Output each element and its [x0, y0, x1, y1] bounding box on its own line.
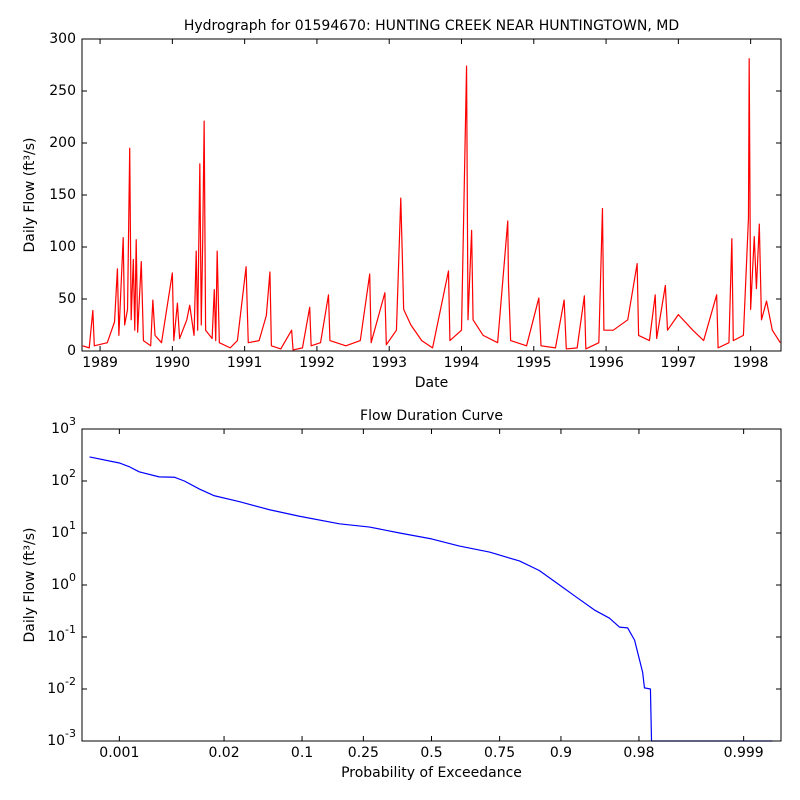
x-tick-label: 1998	[733, 355, 769, 371]
x-tick-label: 0.98	[623, 745, 654, 761]
y-tick-label: 50	[58, 291, 76, 307]
data-line	[89, 456, 773, 742]
x-tick-label: 1989	[82, 355, 118, 371]
x-axis-label: Probability of Exceedance	[341, 765, 522, 781]
x-axis-label: Date	[415, 375, 448, 391]
data-line	[82, 58, 781, 351]
x-tick-label: 0.001	[99, 745, 139, 761]
chart-title: Flow Duration Curve	[360, 408, 503, 424]
y-tick-label: 100	[49, 239, 76, 255]
y-tick-label: 10-1	[47, 623, 76, 645]
y-tick-label: 10-3	[47, 727, 76, 749]
y-tick-label: 100	[51, 571, 76, 593]
x-tick-label: 0.02	[208, 745, 239, 761]
y-tick-label: 10-2	[47, 675, 76, 697]
y-tick-label: 300	[49, 31, 76, 47]
x-tick-label: 1996	[588, 355, 624, 371]
x-tick-label: 1994	[444, 355, 480, 371]
y-axis-label: Daily Flow (ft³/s)	[22, 527, 38, 642]
chart-title: Hydrograph for 01594670: HUNTING CREEK N…	[184, 18, 679, 34]
y-tick-label: 250	[49, 83, 76, 99]
x-tick-label: 1997	[661, 355, 697, 371]
x-tick-label: 1990	[155, 355, 191, 371]
x-tick-label: 0.999	[724, 745, 764, 761]
y-tick-label: 101	[51, 519, 76, 541]
y-axis-label: Daily Flow (ft³/s)	[22, 137, 38, 252]
subplot: Flow Duration Curve Probability of Exceed…	[22, 408, 782, 781]
y-tick-label: 200	[49, 135, 76, 151]
x-tick-label: 0.9	[550, 745, 572, 761]
y-tick-label: 103	[51, 415, 76, 437]
x-tick-label: 0.1	[291, 745, 313, 761]
x-tick-label: 1993	[371, 355, 407, 371]
x-tick-label: 1991	[227, 355, 263, 371]
subplot: Hydrograph for 01594670: HUNTING CREEK N…	[22, 18, 782, 391]
plot-frame	[81, 428, 782, 742]
y-tick-label: 150	[49, 187, 76, 203]
y-tick-label: 0	[67, 343, 76, 359]
x-tick-label: 0.75	[484, 745, 515, 761]
x-tick-label: 1992	[299, 355, 335, 371]
x-tick-label: 1995	[516, 355, 552, 371]
plot-frame	[81, 38, 782, 352]
x-tick-label: 0.5	[420, 745, 442, 761]
y-tick-label: 102	[51, 467, 76, 489]
x-tick-label: 0.25	[348, 745, 379, 761]
